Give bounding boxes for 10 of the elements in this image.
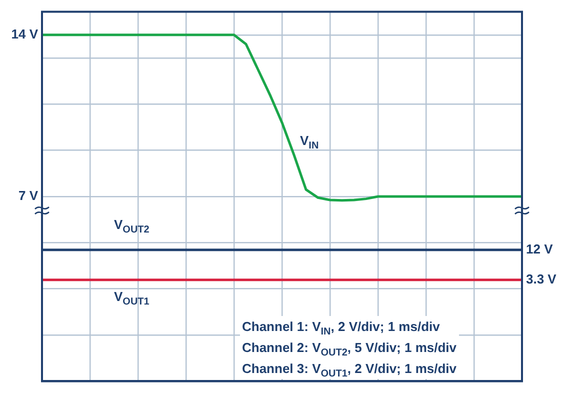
y-tick-label: 7 V [18,188,38,204]
y2-tick-label: 12 V [526,242,554,257]
y2-tick-label: 3.3 V [526,271,557,286]
annotation: Channel 2: V$_{OUT2}$, 5 V/div; 1 ms/div [242,339,457,359]
y-tick-label: 14 V [11,26,38,42]
series-label: V$_{IN}$ [300,132,319,152]
series-label: V$_{OUT1}$ [114,288,150,308]
series-label: V$_{OUT2}$ [114,216,150,236]
annotation: Channel 1: V$_{IN}$, 2 V/div; 1 ms/div [242,318,441,338]
annotation: Channel 3: V$_{OUT1}$, 2 V/div; 1 ms/div [242,360,457,380]
